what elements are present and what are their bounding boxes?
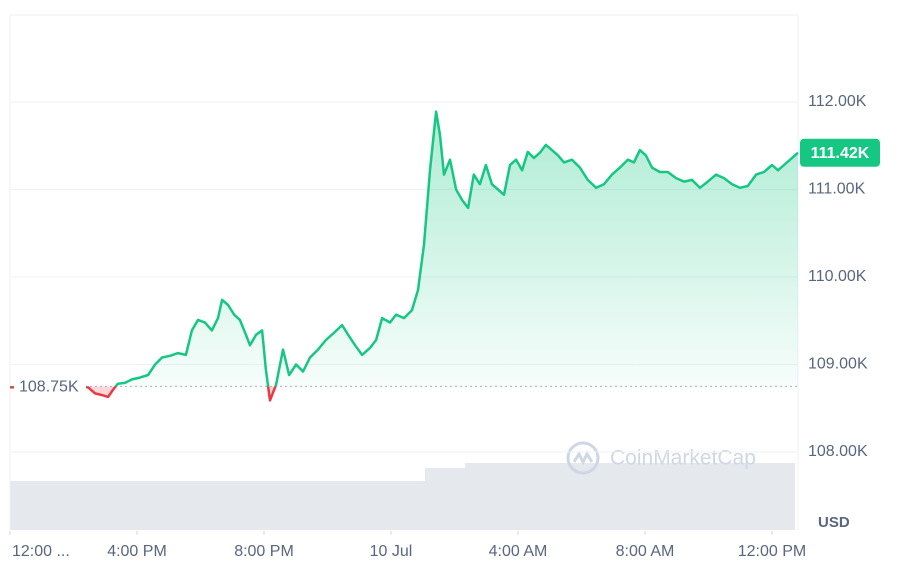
y-tick-label: 112.00K [808, 93, 867, 110]
currency-label: USD [818, 514, 850, 531]
y-tick-label: 110.00K [808, 268, 867, 285]
x-tick-label: 4:00 PM [107, 543, 167, 560]
x-tick-label: 12:00 ... [12, 543, 70, 560]
y-tick-label: 111.00K [808, 181, 866, 198]
x-tick-label: 8:00 AM [616, 543, 675, 560]
x-tick-label: 4:00 AM [489, 543, 548, 560]
baseline-label: 108.75K [19, 379, 79, 396]
x-tick-label: 8:00 PM [234, 543, 294, 560]
y-tick-label: 108.00K [808, 443, 868, 460]
baseline-label-bg [14, 375, 86, 398]
watermark-text: CoinMarketCap [610, 447, 756, 470]
area-above [10, 111, 798, 387]
volume [10, 463, 795, 530]
price-line [10, 110, 799, 387]
y-tick-label: 109.00K [808, 356, 868, 373]
last-price-label: 111.42K [811, 145, 870, 162]
x-tick-label: 12:00 PM [738, 543, 806, 560]
x-tick-label: 10 Jul [370, 543, 413, 560]
last-price-badge [800, 138, 880, 167]
